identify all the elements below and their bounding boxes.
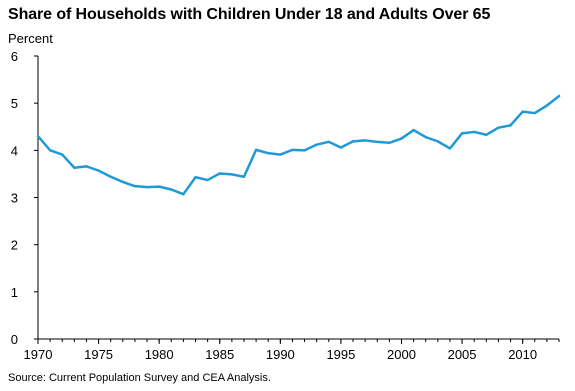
series-line — [36, 94, 561, 196]
data-point — [339, 146, 343, 149]
data-point — [351, 140, 355, 143]
y-tick-label: 3 — [11, 191, 18, 206]
data-point — [557, 94, 561, 98]
data-point — [267, 151, 270, 155]
data-point — [400, 137, 403, 140]
data-point — [509, 124, 512, 127]
data-point — [133, 184, 137, 188]
x-tick-label: 1990 — [266, 347, 295, 362]
x-tick-label: 2000 — [387, 347, 416, 362]
data-point — [242, 175, 246, 178]
data-point — [230, 173, 234, 176]
y-tick-label: 0 — [11, 332, 18, 347]
x-tick-label: 1995 — [326, 347, 355, 362]
data-point — [182, 192, 185, 196]
x-tick-label: 1980 — [145, 347, 174, 362]
x-tick-label: 2010 — [508, 347, 537, 362]
data-point — [48, 149, 52, 152]
y-tick-label: 4 — [11, 143, 18, 158]
data-point — [303, 149, 306, 152]
data-point — [73, 166, 76, 169]
series-layer — [36, 94, 561, 196]
data-point — [412, 128, 415, 132]
y-tick-label: 1 — [11, 285, 18, 300]
data-point — [545, 104, 549, 107]
data-point — [291, 148, 294, 152]
data-point — [36, 134, 40, 138]
data-point — [376, 140, 379, 144]
x-tick-label: 1975 — [84, 347, 113, 362]
x-tick-label: 1985 — [205, 347, 234, 362]
chart-title: Share of Households with Children Under … — [8, 6, 491, 23]
data-point — [327, 140, 330, 144]
source-note: Source: Current Population Survey and CE… — [8, 372, 271, 384]
y-axis-unit-label: Percent — [8, 31, 53, 46]
data-point — [109, 175, 112, 178]
data-point — [363, 139, 367, 142]
y-axis-ticks: 0 1 2 3 4 5 6 — [11, 49, 38, 347]
data-point — [194, 176, 197, 179]
y-tick-label: 5 — [11, 96, 18, 111]
data-point — [85, 165, 88, 168]
data-point — [485, 133, 488, 136]
x-tick-label: 1970 — [24, 347, 53, 362]
data-point — [448, 147, 452, 150]
data-point — [424, 135, 427, 139]
data-point — [315, 143, 318, 146]
data-point — [61, 153, 64, 156]
data-point — [218, 172, 221, 175]
data-point — [206, 178, 209, 182]
data-point — [497, 126, 500, 129]
data-point — [388, 141, 391, 144]
data-point — [436, 140, 440, 143]
data-point — [460, 132, 464, 135]
data-point — [157, 185, 161, 188]
data-point — [121, 180, 125, 184]
data-point — [145, 185, 149, 189]
y-tick-label: 2 — [11, 238, 18, 253]
line-chart: 0 1 2 3 4 5 6 1970 1975 1980 1985 1990 1995 2000 2005… — [11, 49, 561, 362]
data-point — [533, 111, 536, 115]
x-tick-label: 2005 — [448, 347, 477, 362]
data-point — [97, 169, 100, 172]
y-tick-label: 6 — [11, 49, 18, 64]
data-point — [170, 188, 173, 191]
data-point — [279, 153, 282, 156]
data-point — [521, 110, 524, 113]
data-point — [254, 148, 258, 152]
data-point — [472, 130, 476, 134]
x-axis-ticks: 1970 1975 1980 1985 1990 1995 2000 2005 2010 — [24, 339, 560, 362]
